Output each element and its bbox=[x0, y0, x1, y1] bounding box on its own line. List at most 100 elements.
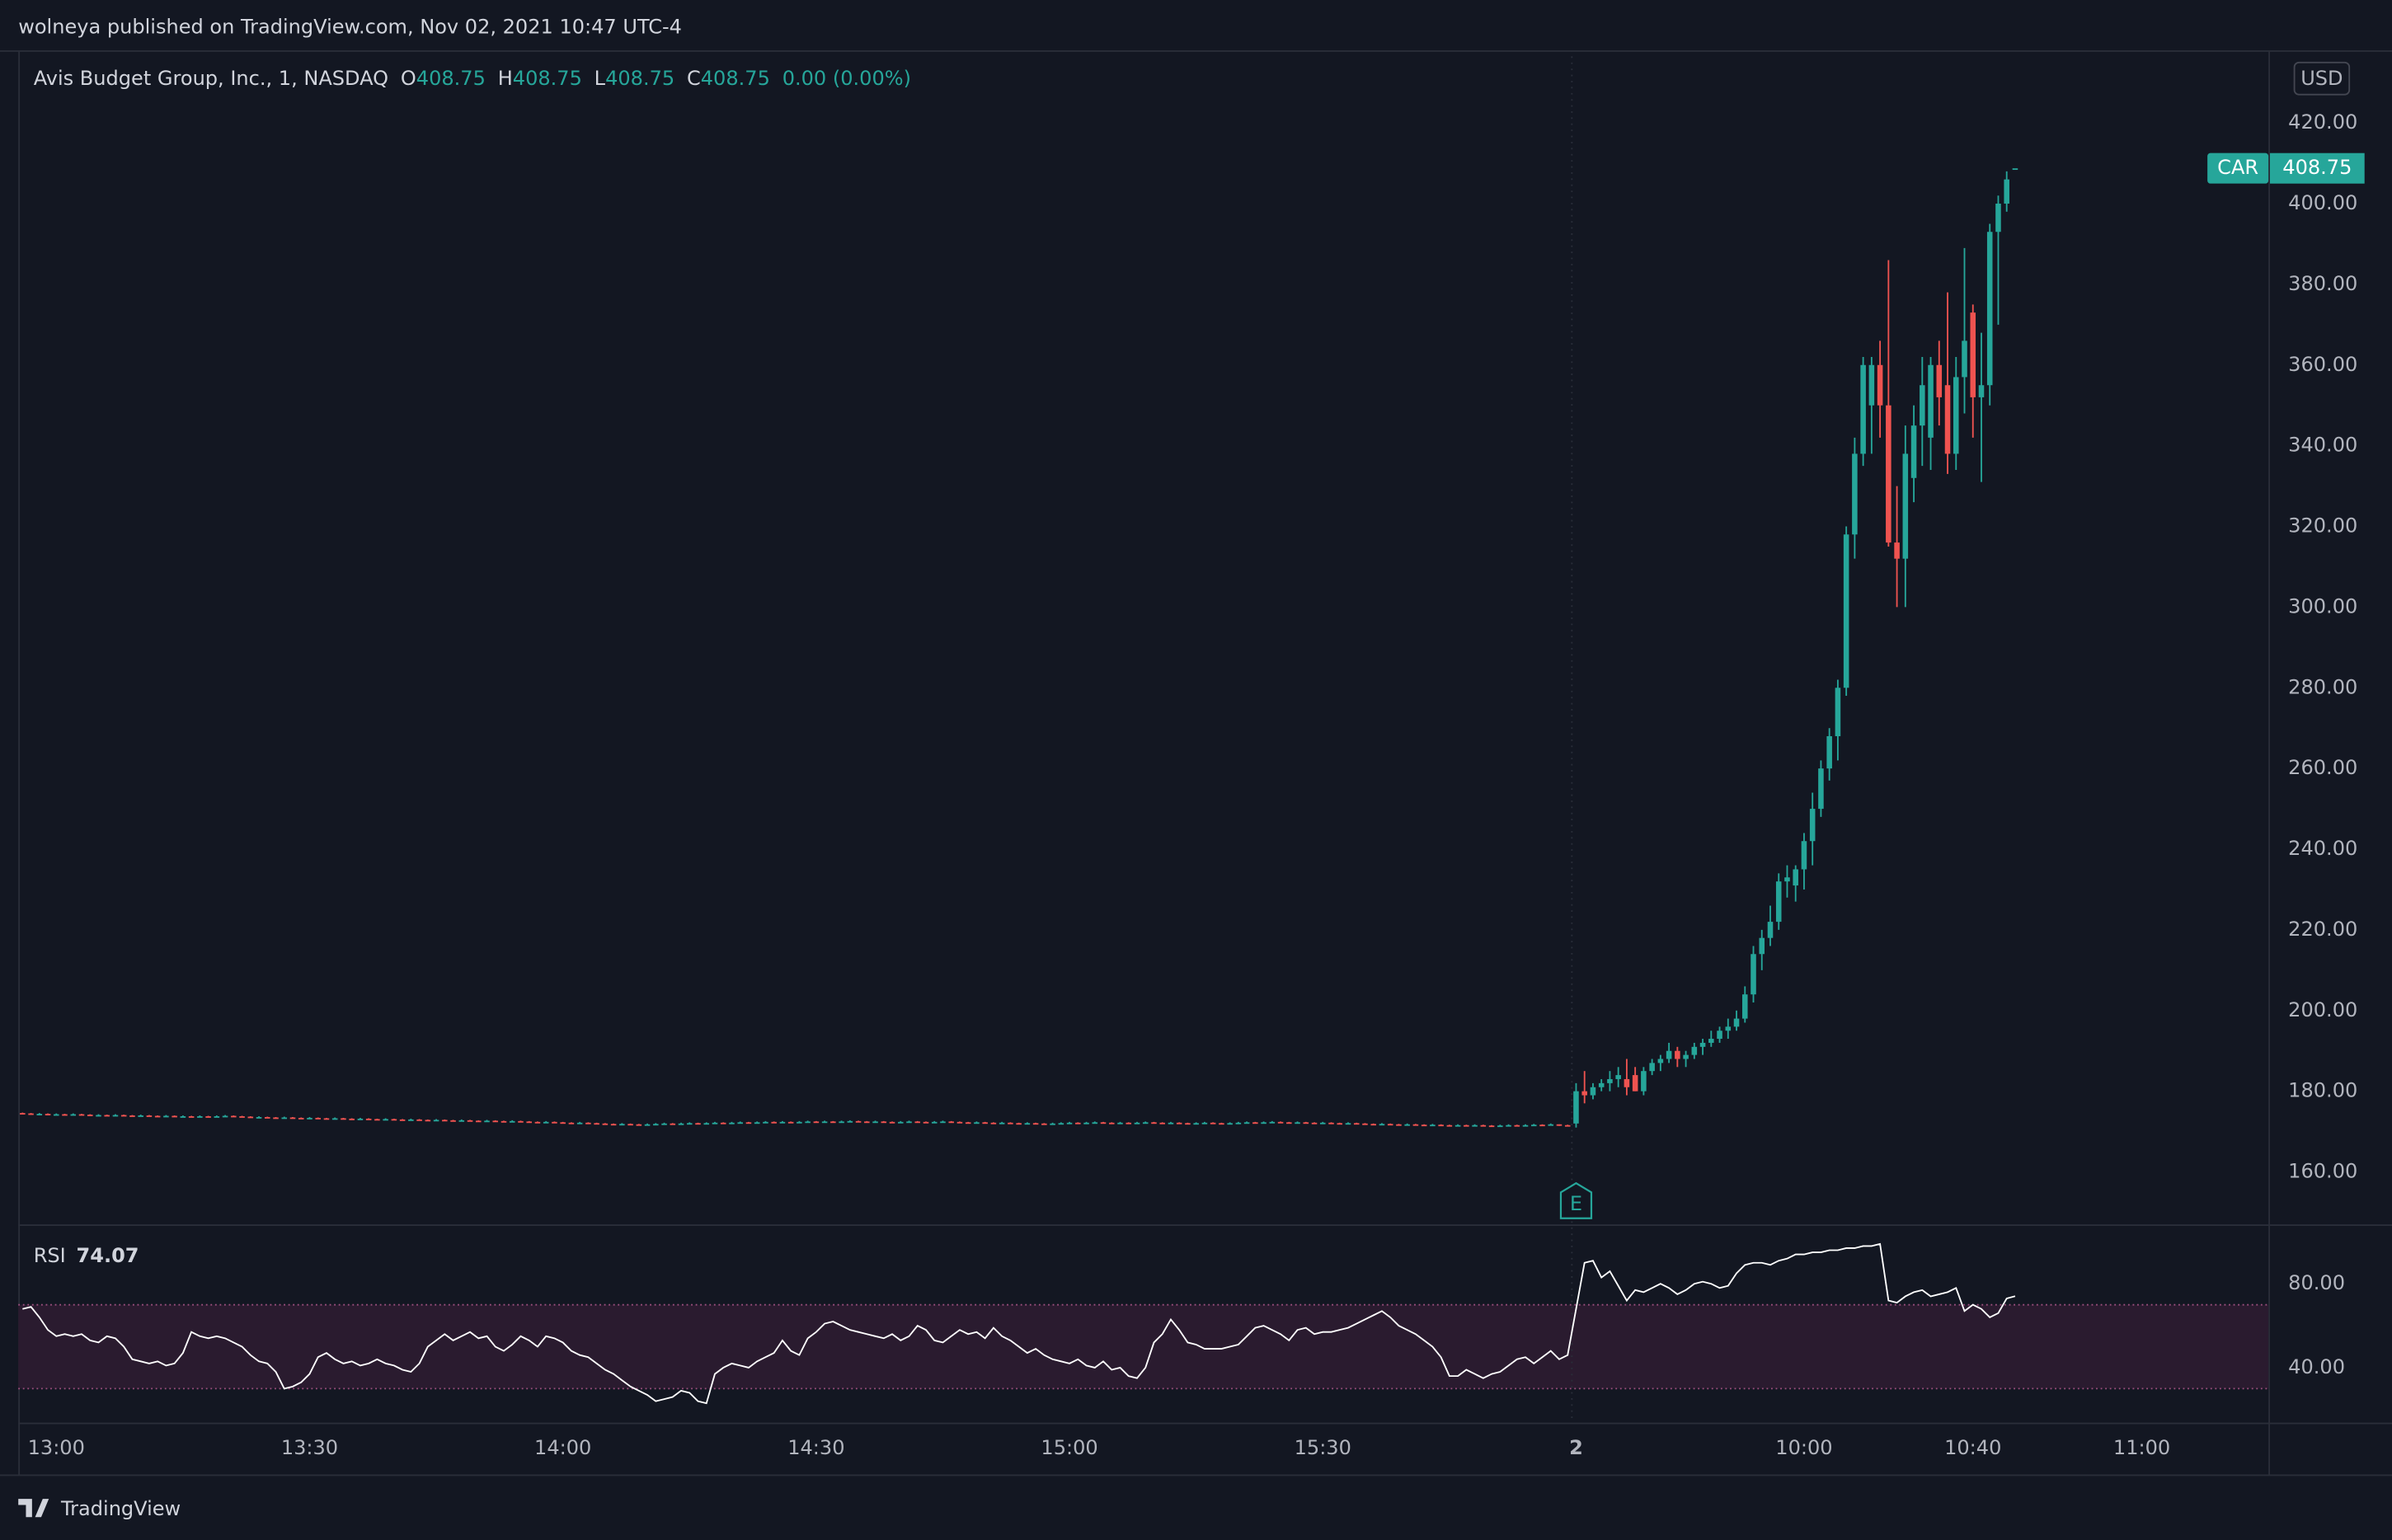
candle-body bbox=[518, 1120, 524, 1123]
candle-body bbox=[923, 1121, 929, 1124]
candle-body bbox=[1319, 1122, 1326, 1124]
candle-body bbox=[1683, 1054, 1689, 1059]
candle-body bbox=[492, 1120, 499, 1123]
candle-body bbox=[1691, 1046, 1698, 1055]
candle-body bbox=[906, 1121, 912, 1124]
candle-body bbox=[323, 1118, 330, 1120]
candle-body bbox=[560, 1122, 566, 1124]
candle-body bbox=[602, 1123, 609, 1125]
symbol-title: Avis Budget Group, Inc., 1, NASDAQ bbox=[34, 67, 388, 90]
candle-body bbox=[1995, 204, 2001, 232]
candle-body bbox=[1066, 1122, 1073, 1124]
candle-body bbox=[1962, 340, 1967, 378]
candle-body bbox=[1894, 542, 1900, 559]
candle-body bbox=[146, 1115, 153, 1117]
candle-body bbox=[1295, 1122, 1300, 1124]
candle-body bbox=[1522, 1124, 1529, 1127]
candle-body bbox=[974, 1122, 980, 1124]
candle-body bbox=[265, 1116, 270, 1119]
candle-body bbox=[1303, 1122, 1309, 1124]
x-tick-label: 14:00 bbox=[534, 1436, 591, 1459]
y-tick-label: 160.00 bbox=[2288, 1160, 2357, 1183]
candle-body bbox=[948, 1121, 954, 1124]
candle-body bbox=[1717, 1031, 1722, 1040]
candle-body bbox=[214, 1115, 220, 1118]
x-tick-label: 11:00 bbox=[2113, 1436, 2170, 1459]
candle-body bbox=[1801, 841, 1807, 870]
candle-body bbox=[1607, 1078, 1613, 1083]
candles bbox=[20, 168, 2018, 1128]
candle-body bbox=[1058, 1123, 1064, 1125]
candle-body bbox=[1016, 1123, 1022, 1125]
y-tick-label: 280.00 bbox=[2288, 675, 2357, 698]
candle-body bbox=[54, 1114, 59, 1116]
candle-body bbox=[1886, 405, 1892, 543]
candle-body bbox=[1100, 1122, 1107, 1124]
candle-body bbox=[1649, 1063, 1655, 1072]
legend-key: L bbox=[594, 67, 606, 90]
candle-body bbox=[341, 1118, 346, 1120]
candle-body bbox=[154, 1115, 161, 1118]
candle-body bbox=[847, 1120, 853, 1123]
candle-body bbox=[1615, 1075, 1621, 1079]
candle-body bbox=[467, 1120, 473, 1122]
candle-body bbox=[787, 1121, 794, 1124]
candle-body bbox=[70, 1114, 77, 1116]
candle-body bbox=[1573, 1091, 1579, 1124]
candle-body bbox=[1928, 364, 1934, 438]
candle-body bbox=[1590, 1087, 1596, 1096]
candle-body bbox=[1261, 1122, 1266, 1124]
candle-body bbox=[1396, 1124, 1402, 1126]
rsi-tick-label: 40.00 bbox=[2288, 1355, 2345, 1378]
candle-body bbox=[636, 1124, 642, 1126]
candle-body bbox=[1775, 881, 1782, 923]
candle-body bbox=[281, 1117, 288, 1120]
candle-body bbox=[1835, 688, 1841, 736]
candle-body bbox=[956, 1121, 963, 1124]
candle-body bbox=[289, 1117, 296, 1120]
candle-body bbox=[1024, 1123, 1031, 1125]
candle-body bbox=[1598, 1082, 1605, 1087]
candle-body bbox=[45, 1114, 51, 1115]
candle-body bbox=[745, 1122, 752, 1124]
y-tick-label: 200.00 bbox=[2288, 998, 2357, 1021]
y-tick-label: 260.00 bbox=[2288, 756, 2357, 779]
x-tick-label: 10:40 bbox=[1944, 1436, 2001, 1459]
candle-body bbox=[1530, 1124, 1537, 1127]
candle-body bbox=[500, 1120, 507, 1123]
candle-body bbox=[450, 1120, 456, 1122]
candle-body bbox=[433, 1120, 439, 1122]
rsi-tick-label: 80.00 bbox=[2288, 1271, 2345, 1294]
candle-body bbox=[1235, 1122, 1242, 1124]
candle-body bbox=[678, 1123, 684, 1125]
rsi-band bbox=[18, 1304, 2269, 1389]
candle-body bbox=[1412, 1124, 1419, 1126]
candle-body bbox=[737, 1122, 743, 1124]
currency[interactable]: USD bbox=[2300, 67, 2343, 90]
x-tick-label: 2 bbox=[1569, 1436, 1583, 1459]
candle-body bbox=[349, 1118, 355, 1120]
candle-body bbox=[889, 1121, 895, 1124]
candle-body bbox=[1168, 1122, 1174, 1124]
candle-body bbox=[1176, 1122, 1182, 1124]
candle-body bbox=[129, 1115, 135, 1117]
candle-body bbox=[1657, 1059, 1664, 1063]
candle-body bbox=[754, 1122, 760, 1124]
candle-body bbox=[855, 1120, 862, 1123]
candle-body bbox=[1430, 1124, 1436, 1127]
legend: Avis Budget Group, Inc., 1, NASDAQ O408.7… bbox=[34, 67, 911, 90]
candle-body bbox=[1506, 1124, 1511, 1127]
x-tick-label: 15:00 bbox=[1041, 1436, 1097, 1459]
candle-body bbox=[1970, 312, 1976, 397]
y-tick-label: 340.00 bbox=[2288, 434, 2357, 457]
candle-body bbox=[695, 1123, 701, 1125]
currency-button[interactable] bbox=[2293, 61, 2351, 96]
candle-body bbox=[87, 1115, 93, 1116]
price-tag-label: 408.75 bbox=[2282, 156, 2352, 179]
candle-body bbox=[315, 1117, 321, 1120]
candle-body bbox=[1117, 1122, 1123, 1124]
y-tick-label: 300.00 bbox=[2288, 594, 2357, 617]
candle-body bbox=[1286, 1122, 1292, 1124]
candle-body bbox=[619, 1124, 625, 1126]
candle-body bbox=[990, 1122, 997, 1124]
